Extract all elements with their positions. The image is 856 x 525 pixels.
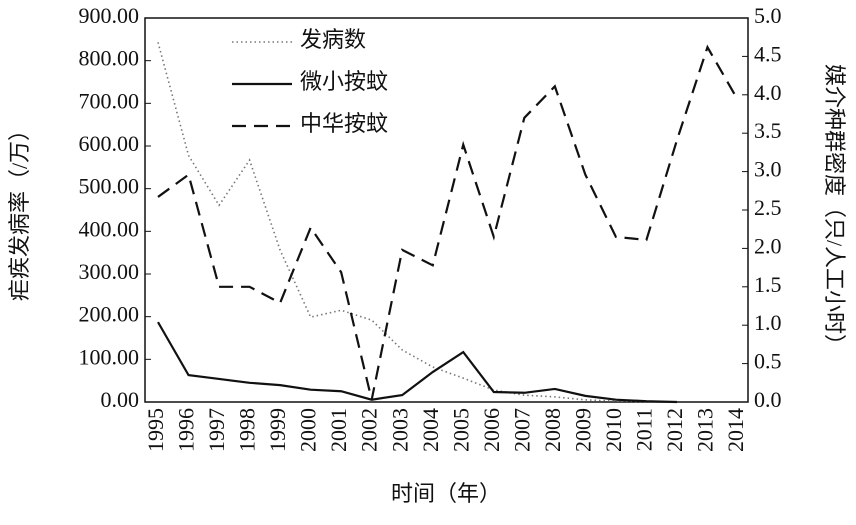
series-line [157, 44, 739, 400]
x-tick-label: 1999 [265, 408, 290, 452]
y-tick-label: 100.00 [79, 344, 140, 369]
x-tick-label: 2006 [479, 408, 504, 452]
x-tick-label: 1997 [204, 408, 229, 452]
x-tick-label: 2009 [570, 408, 595, 452]
x-tick-label: 2004 [418, 408, 443, 452]
y-tick-label: 700.00 [79, 88, 140, 113]
y-tick-label: 400.00 [79, 216, 140, 241]
x-tick-label: 1995 [143, 408, 168, 452]
legend-label: 中华按蚊 [300, 111, 388, 136]
y-tick-label: 500.00 [79, 174, 140, 199]
x-tick-label: 2014 [723, 408, 748, 452]
y2-tick-label: 0.0 [754, 387, 782, 412]
x-tick-label: 2012 [662, 408, 687, 452]
y-tick-label: 300.00 [79, 259, 140, 284]
y2-tick-label: 4.5 [754, 41, 782, 66]
y-tick-label: 600.00 [79, 131, 140, 156]
x-tick-label: 2000 [296, 408, 321, 452]
y2-tick-label: 2.5 [754, 195, 782, 220]
legend-label: 微小按蚊 [300, 69, 388, 94]
x-tick-label: 1996 [174, 408, 199, 452]
y2-tick-label: 1.0 [754, 310, 782, 335]
x-tick-label: 2002 [357, 408, 382, 452]
y2-tick-label: 3.5 [754, 118, 782, 143]
x-tick-label: 2011 [631, 408, 656, 451]
y2-tick-label: 4.0 [754, 80, 782, 105]
series-line [157, 321, 677, 404]
y-tick-label: 200.00 [79, 302, 140, 327]
y2-tick-label: 3.0 [754, 157, 782, 182]
x-tick-label: 2008 [540, 408, 565, 452]
x-tick-label: 2007 [509, 408, 534, 452]
x-axis-title: 时间（年） [391, 481, 501, 506]
x-tick-label: 2013 [693, 408, 718, 452]
x-tick-label: 2005 [448, 408, 473, 452]
legend-label: 发病数 [300, 27, 366, 52]
x-tick-label: 2010 [601, 408, 626, 452]
y2-axis-title: 媒介种群密度（只/人工小时） [822, 64, 847, 356]
x-tick-label: 1998 [235, 408, 260, 452]
y-tick-label: 0.00 [101, 387, 140, 412]
y-tick-label: 800.00 [79, 46, 140, 71]
y-tick-label: 900.00 [79, 3, 140, 28]
x-tick-label: 2001 [326, 408, 351, 452]
y2-tick-label: 1.5 [754, 272, 782, 297]
series-line [157, 42, 647, 403]
y2-tick-label: 0.5 [754, 349, 782, 374]
y-axis-title: 疟疾发病率（/万） [7, 119, 32, 301]
x-tick-label: 2003 [387, 408, 412, 452]
y2-tick-label: 5.0 [754, 3, 782, 28]
y2-tick-label: 2.0 [754, 233, 782, 258]
